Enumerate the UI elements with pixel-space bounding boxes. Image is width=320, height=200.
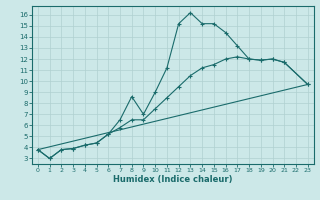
X-axis label: Humidex (Indice chaleur): Humidex (Indice chaleur) [113,175,233,184]
